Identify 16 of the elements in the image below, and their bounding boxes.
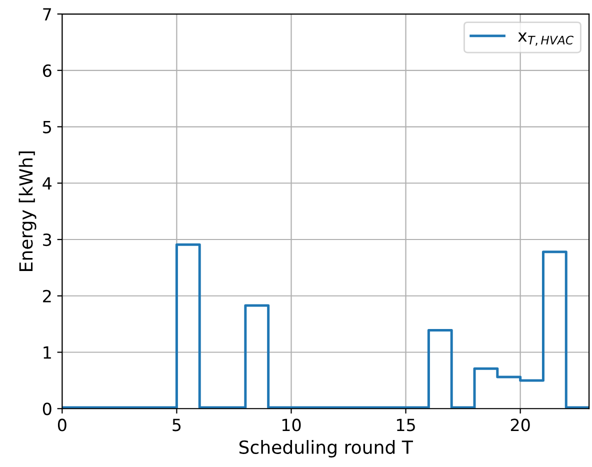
y-tick-label: 5 [43,120,51,134]
x-tick-label: 20 [510,418,530,432]
x-axis-title: Scheduling round T [239,440,414,458]
x-tick-label: 15 [397,418,415,432]
y-tick-label: 7 [43,8,52,20]
y-tick-label: 3 [43,233,52,246]
x-tick-label: 10 [282,418,301,432]
y-tick-label: 6 [43,64,52,77]
y-tick-label: 4 [42,177,52,190]
y-axis-title: Energy [kWh] [18,151,36,271]
legend-label: x$_{T,HVAC}$ [518,32,574,46]
x-tick-label: 0 [58,418,66,432]
y-tick-label: 1 [44,346,51,359]
x-tick-label: 5 [172,418,181,432]
y-tick-label: 2 [43,290,51,302]
y-tick-label: 0 [42,402,52,416]
